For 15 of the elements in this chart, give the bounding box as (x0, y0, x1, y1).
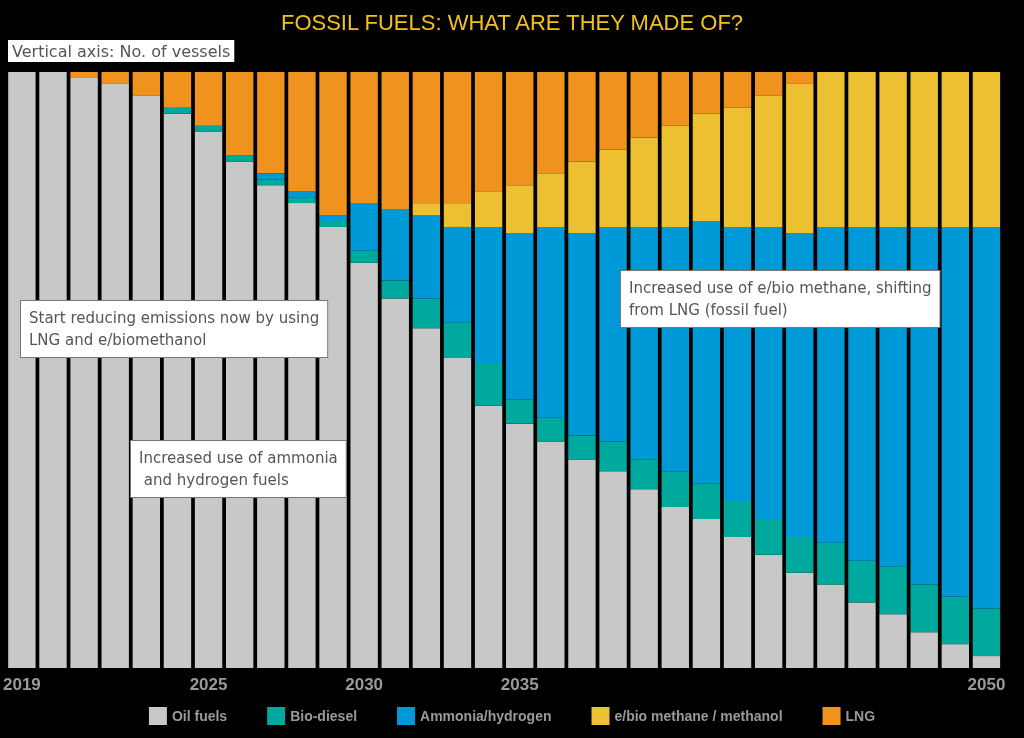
x-tick-label: 2035 (500, 675, 539, 694)
legend-label: e/bio methane / methanol (614, 708, 783, 724)
chart-title: FOSSIL FUELS: WHAT ARE THEY MADE OF? (280, 9, 744, 35)
x-tick-label: 2025 (189, 675, 228, 694)
y-axis-title: Vertical axis: No. of vessels (12, 41, 231, 61)
legend-label: Ammonia/hydrogen (420, 708, 552, 724)
legend-label: LNG (845, 708, 876, 724)
annotation: Increased use of ammonia and hydrogen fuels (139, 449, 338, 489)
annotation: Increased use of e/bio methane, shifting from LNG (fossil fuel) (629, 279, 932, 319)
legend-label: Oil fuels (171, 708, 228, 724)
legend-label: Bio-diesel (290, 708, 358, 724)
x-tick-label: 2050 (967, 675, 1006, 694)
annotation: Start reducing emissions now by using LNG and e/biomethanol (29, 309, 320, 349)
x-tick-label: 2030 (345, 675, 384, 694)
x-tick-label: 2019 (2, 675, 41, 694)
